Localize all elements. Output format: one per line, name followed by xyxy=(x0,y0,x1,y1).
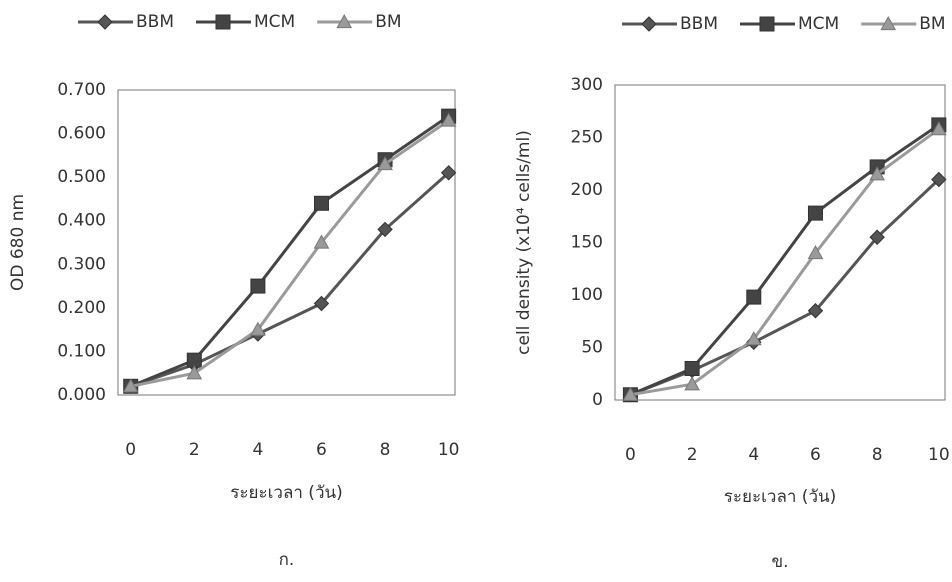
x-axis-label: ระยะเวลา (วัน) xyxy=(724,487,837,507)
y-tick-label: 300 xyxy=(571,75,603,95)
series-line xyxy=(630,129,938,395)
legend-label: MCM xyxy=(798,14,839,34)
legend-label: BM xyxy=(919,14,945,34)
legend-marker xyxy=(216,15,230,29)
y-tick-label: 0.400 xyxy=(57,211,106,231)
marker xyxy=(314,196,328,210)
marker xyxy=(747,290,761,304)
y-tick-label: 0.500 xyxy=(57,167,106,187)
x-tick-label: 6 xyxy=(810,445,821,465)
y-axis-label: OD 680 nm xyxy=(8,194,28,291)
legend-marker xyxy=(642,17,656,31)
x-tick-label: 10 xyxy=(438,440,460,460)
x-tick-label: 2 xyxy=(189,440,200,460)
x-tick-label: 4 xyxy=(748,445,759,465)
marker xyxy=(251,279,265,293)
figure: 0.000 0.100 0.200 0.300 0.400 0.500 0.600 0.700… xyxy=(0,0,952,582)
page: 0.000 0.100 0.200 0.300 0.400 0.500 0.600 0.700… xyxy=(0,0,952,582)
caption: ข. xyxy=(771,552,788,572)
caption: ก. xyxy=(279,550,295,570)
series-line xyxy=(131,121,449,387)
marker xyxy=(685,362,699,376)
plot-frame xyxy=(118,90,455,395)
y-tick-label: 200 xyxy=(571,180,603,200)
x-tick-label: 4 xyxy=(252,440,263,460)
x-tick-label: 6 xyxy=(316,440,327,460)
legend-marker xyxy=(98,15,112,29)
marker xyxy=(187,353,201,367)
x-tick-label: 8 xyxy=(872,445,883,465)
series-line xyxy=(630,180,938,395)
plot-frame xyxy=(615,85,945,400)
y-tick-label: 0.700 xyxy=(57,80,106,100)
legend-label: BBM xyxy=(680,14,718,34)
y-tick-label: 0.600 xyxy=(57,124,106,144)
marker xyxy=(808,206,822,220)
y-tick-label: 0.000 xyxy=(57,385,106,405)
legend-label: MCM xyxy=(254,12,295,32)
x-tick-label: 0 xyxy=(625,445,636,465)
series-line xyxy=(131,116,449,386)
legend-label: BM xyxy=(375,12,401,32)
x-tick-label: 0 xyxy=(125,440,136,460)
legend-label: BBM xyxy=(136,12,174,32)
x-tick-label: 10 xyxy=(928,445,950,465)
x-tick-label: 8 xyxy=(380,440,391,460)
series-line xyxy=(630,125,938,395)
y-tick-label: 100 xyxy=(571,285,603,305)
x-axis-label: ระยะเวลา (วัน) xyxy=(230,483,343,503)
legend-marker xyxy=(760,17,774,31)
y-tick-label: 250 xyxy=(571,128,603,148)
y-axis-label: cell density (x10⁴ cells/ml) xyxy=(514,130,534,355)
series-line xyxy=(131,173,449,386)
x-tick-label: 2 xyxy=(687,445,698,465)
y-tick-label: 0.200 xyxy=(57,298,106,318)
y-tick-label: 50 xyxy=(581,338,603,358)
y-tick-label: 150 xyxy=(571,233,603,253)
y-tick-label: 0 xyxy=(592,390,603,410)
y-tick-label: 0.100 xyxy=(57,341,106,361)
y-tick-label: 0.300 xyxy=(57,254,106,274)
